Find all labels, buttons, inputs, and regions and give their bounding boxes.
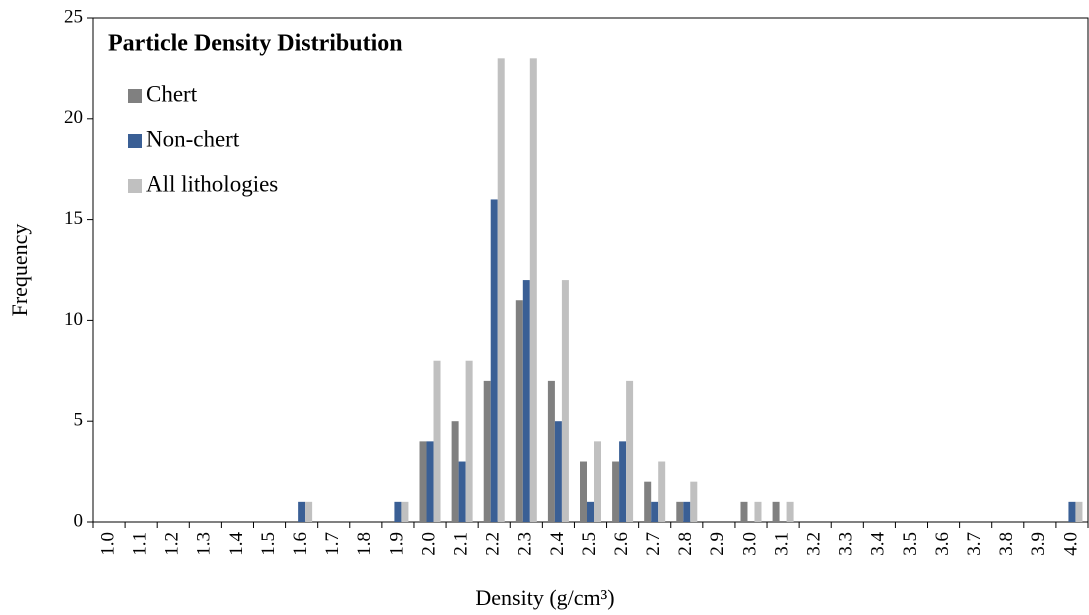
y-tick-label: 5: [74, 410, 84, 431]
bar: [483, 380, 491, 522]
bar: [515, 300, 523, 522]
x-tick-label: 2.0: [418, 532, 439, 556]
x-tick-label: 2.8: [675, 532, 696, 556]
x-tick-label: 3.7: [964, 532, 985, 556]
bar: [497, 58, 505, 522]
x-tick-label: 3.5: [900, 532, 921, 556]
y-tick-label: 0: [74, 510, 84, 531]
bar: [465, 360, 473, 522]
x-tick-label: 2.5: [579, 532, 600, 556]
bar: [676, 501, 684, 522]
bar: [298, 501, 306, 522]
chart-title: Particle Density Distribution: [108, 31, 403, 57]
x-tick-label: 3.3: [836, 532, 857, 556]
x-tick-label: 2.9: [707, 532, 728, 556]
bar: [740, 501, 748, 522]
y-axis-label: Frequency: [7, 224, 32, 317]
legend-label: Chert: [146, 81, 198, 106]
bar: [651, 501, 659, 522]
x-axis-label: Density (g/cm³): [475, 585, 614, 610]
y-tick-label: 20: [64, 107, 83, 128]
x-tick-label: 1.4: [226, 532, 247, 556]
legend-swatch: [128, 89, 142, 103]
bar: [626, 380, 634, 522]
bar: [490, 199, 498, 522]
bar: [1068, 501, 1076, 522]
bar: [529, 58, 537, 522]
bar: [594, 441, 601, 522]
x-tick-label: 3.4: [868, 532, 889, 556]
x-tick-label: 4.0: [1060, 532, 1081, 556]
x-tick-label: 1.2: [162, 532, 183, 556]
x-tick-label: 1.0: [97, 532, 118, 556]
bar: [644, 481, 652, 522]
bar: [401, 501, 409, 522]
x-tick-label: 2.2: [483, 532, 504, 556]
x-tick-label: 1.3: [194, 532, 215, 556]
x-tick-label: 1.9: [386, 532, 407, 556]
x-tick-label: 2.4: [547, 532, 568, 556]
plot-frame: [92, 17, 1089, 523]
x-tick-label: 3.9: [1028, 532, 1049, 556]
bar: [772, 501, 780, 522]
bar: [433, 360, 441, 522]
bar: [419, 441, 427, 522]
bar: [394, 501, 402, 522]
bar: [547, 380, 555, 522]
x-tick-label: 3.0: [739, 532, 760, 556]
legend-label: All lithologies: [146, 171, 278, 196]
x-tick-label: 1.5: [258, 532, 279, 556]
bar: [754, 501, 762, 522]
x-tick-label: 1.8: [354, 532, 375, 556]
x-tick-label: 1.6: [290, 532, 311, 556]
x-tick-label: 1.1: [130, 532, 151, 556]
bar: [619, 441, 627, 522]
bar: [554, 421, 562, 522]
bar: [658, 461, 666, 522]
x-tick-label: 2.3: [515, 532, 536, 556]
x-tick-label: 3.2: [804, 532, 825, 556]
bar: [580, 461, 587, 522]
y-tick-label: 10: [64, 309, 83, 330]
y-tick-label: 15: [64, 208, 83, 229]
y-tick-label: 25: [64, 6, 83, 27]
x-tick-label: 3.6: [932, 532, 953, 556]
bar: [458, 461, 466, 522]
x-tick-label: 2.1: [450, 532, 471, 556]
bar: [612, 461, 620, 522]
bar: [451, 421, 459, 522]
x-tick-label: 2.7: [643, 532, 664, 556]
legend-swatch: [128, 179, 142, 193]
legend-swatch: [128, 134, 142, 148]
bar: [683, 501, 691, 522]
legend-label: Non-chert: [146, 126, 240, 151]
bar: [426, 441, 434, 522]
bar: [786, 501, 794, 522]
bar: [1075, 501, 1083, 522]
bar: [522, 280, 530, 522]
x-tick-label: 2.6: [611, 532, 632, 556]
x-tick-label: 1.7: [322, 532, 343, 556]
x-tick-label: 3.1: [771, 532, 792, 556]
bar: [561, 280, 569, 522]
bar: [305, 501, 313, 522]
x-tick-label: 3.8: [996, 532, 1017, 556]
bar: [587, 501, 594, 522]
bar: [690, 481, 698, 522]
